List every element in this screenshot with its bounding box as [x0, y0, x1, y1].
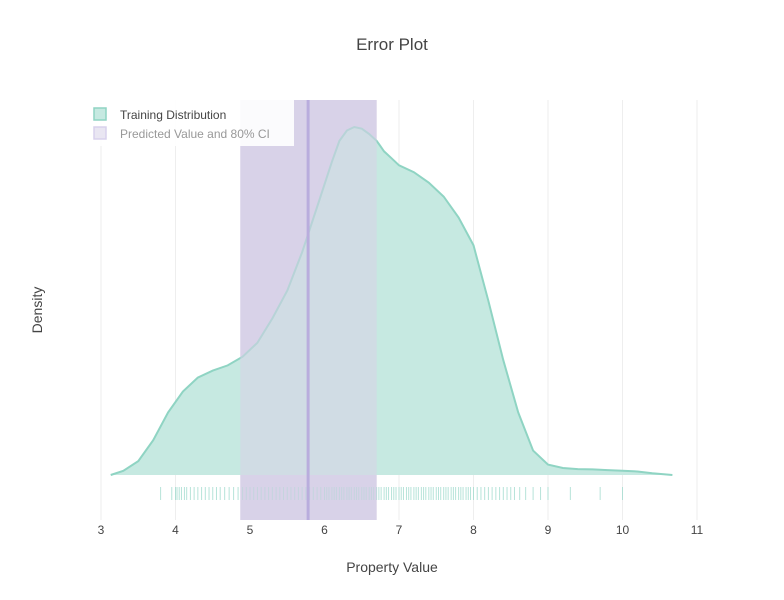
x-tick-label-8: 11 [691, 523, 704, 537]
y-axis-title: Density [29, 287, 45, 334]
x-tick-label-7: 10 [616, 523, 630, 537]
chart-title: Error Plot [356, 35, 428, 54]
legend[interactable]: Training Distribution Predicted Value an… [88, 100, 294, 146]
legend-item-predicted[interactable]: Predicted Value and 80% CI [93, 126, 270, 141]
legend-label-predicted: Predicted Value and 80% CI [120, 127, 270, 141]
x-axis-title: Property Value [346, 559, 438, 575]
x-tick-label-2: 5 [247, 523, 254, 537]
legend-swatch-training [93, 107, 107, 121]
x-tick-label-6: 9 [545, 523, 552, 537]
x-axis-ticks: 3 4 5 6 7 8 9 10 11 [98, 523, 704, 537]
x-tick-label-3: 6 [321, 523, 328, 537]
x-tick-label-1: 4 [172, 523, 179, 537]
x-tick-label-0: 3 [98, 523, 105, 537]
density-layer [110, 125, 673, 476]
legend-background [88, 100, 294, 146]
x-tick-label-4: 7 [396, 523, 403, 537]
predicted-layer [240, 100, 377, 520]
training-density-area [110, 127, 673, 475]
legend-swatch-predicted [93, 126, 107, 140]
legend-item-training[interactable]: Training Distribution [93, 107, 226, 122]
x-tick-label-5: 8 [470, 523, 477, 537]
training-density-line [110, 125, 673, 476]
legend-label-training: Training Distribution [120, 108, 226, 122]
rug-plot [160, 487, 623, 500]
